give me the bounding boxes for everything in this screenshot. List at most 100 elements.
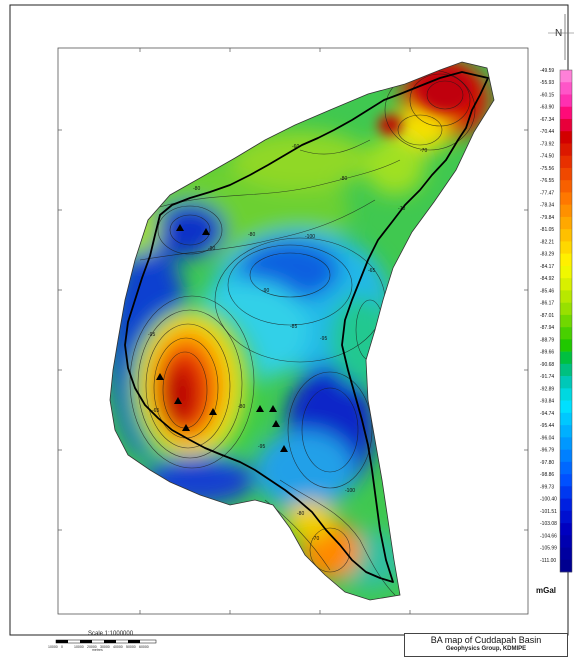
legend-label: -100.40 [540, 497, 557, 503]
legend-swatch [560, 498, 572, 512]
legend-swatch [560, 314, 572, 328]
legend-label: -49.59 [540, 68, 554, 74]
legend-swatch [560, 94, 572, 108]
legend-label: -60.15 [540, 92, 554, 98]
legend-label: -83.29 [540, 252, 554, 258]
legend-swatch [560, 155, 572, 169]
legend-swatch [560, 461, 572, 475]
legend-swatch [560, 486, 572, 499]
contour-label: -95 [258, 444, 265, 450]
legend-label: -87.94 [540, 325, 554, 331]
legend-swatch [560, 265, 572, 279]
contour-label: -70 [420, 148, 427, 154]
scale-tick: 0 [61, 645, 63, 649]
legend-label: -93.84 [540, 399, 554, 405]
contour-label: -80 [297, 511, 304, 517]
contour-label: -80 [340, 176, 347, 182]
gravity-anomaly-field [110, 62, 494, 600]
station-triangle [272, 420, 280, 427]
legend-unit: mGal [536, 586, 557, 595]
legend-swatch [560, 400, 572, 414]
legend-swatch [560, 302, 572, 316]
frame-ticks [58, 48, 528, 614]
legend-label: -96.79 [540, 448, 554, 454]
map-subtitle: Geophysics Group, KDMIPE [445, 646, 527, 652]
basin-outline [124, 71, 489, 583]
station-triangle [182, 424, 190, 431]
legend-swatch [560, 327, 572, 340]
legend-swatch [560, 216, 572, 230]
legend-colorbar [559, 69, 573, 573]
scale-tick: 40000 [113, 645, 123, 649]
legend-swatch [560, 363, 572, 377]
legend-swatch [560, 167, 572, 181]
legend-label: -55.93 [540, 80, 554, 86]
contour-label: -95 [320, 336, 327, 342]
scale-tick-labels: 10000 0 10000 20000 30000 40000 50000 60000 [48, 645, 149, 649]
contour-label: -70 [312, 536, 319, 542]
legend-label: -91.74 [540, 374, 554, 380]
legend-swatch [560, 131, 572, 144]
scale-tick: 50000 [126, 645, 136, 649]
legend-label: -79.84 [540, 215, 554, 221]
contour-label: -100 [305, 234, 315, 240]
legend-swatch [560, 70, 572, 83]
legend-border [559, 69, 573, 573]
legend-label: -76.55 [540, 178, 554, 184]
scale-bar [55, 639, 157, 644]
station-triangle [209, 408, 217, 415]
legend-swatch [560, 290, 572, 303]
legend-labels: -49.59 -55.93 -60.15 -63.90 -67.34 -70.44 -73.… [540, 68, 557, 564]
legend-label: -99.73 [540, 484, 554, 490]
station-triangle [174, 397, 182, 404]
legend-label: -78.34 [540, 203, 554, 209]
legend-label: -96.04 [540, 435, 554, 441]
scale-tick: 20000 [87, 645, 97, 649]
legend-swatch [560, 425, 572, 438]
legend-swatch [560, 82, 572, 95]
legend-swatch [560, 388, 572, 401]
contour-label: -65 [368, 268, 375, 274]
legend-swatch [560, 253, 572, 267]
legend-label: -88.79 [540, 337, 554, 343]
north-arrow-icon [548, 14, 574, 60]
legend-label: -105.99 [540, 546, 557, 552]
legend-swatch [560, 180, 572, 193]
contour-label: -80 [193, 186, 200, 192]
legend-label: -103.08 [540, 521, 557, 527]
legend-label: -70.44 [540, 129, 554, 135]
legend-label: -73.92 [540, 141, 554, 147]
legend-label: -77.47 [540, 190, 554, 196]
station-triangle [269, 405, 277, 412]
legend-label: -84.17 [540, 264, 554, 270]
contour-label: -60 [292, 144, 299, 150]
legend-label: -85.46 [540, 288, 554, 294]
scale-note: metres [92, 648, 103, 652]
station-triangle [156, 373, 164, 380]
map-title: BA map of Cuddapah Basin [430, 635, 542, 645]
contour-label-group: -60 -80 -70 -80 -100 -80 -90 -85 -95 -95… [148, 144, 427, 542]
legend-swatch [560, 339, 572, 352]
legend-swatch [560, 535, 572, 548]
legend-label: -74.50 [540, 154, 554, 160]
legend-swatch [560, 523, 572, 536]
legend-swatch [560, 204, 572, 218]
legend-label: -67.34 [540, 117, 554, 123]
legend-swatch [560, 143, 572, 157]
station-triangle [280, 445, 288, 452]
legend-label: -82.21 [540, 239, 554, 245]
legend-swatch [560, 547, 572, 561]
legend-swatch [560, 118, 572, 132]
legend-swatch [560, 376, 572, 389]
scale-label: Scale 1:1000000 [88, 631, 134, 637]
legend-swatch [560, 510, 572, 524]
legend-label: -89.66 [540, 350, 554, 356]
map-frame [57, 47, 529, 615]
station-markers [156, 224, 288, 452]
legend-swatch [560, 241, 572, 254]
station-triangle [256, 405, 264, 412]
survey-boundary [109, 61, 495, 601]
legend-label: -81.05 [540, 227, 554, 233]
legend-swatch [560, 278, 572, 291]
